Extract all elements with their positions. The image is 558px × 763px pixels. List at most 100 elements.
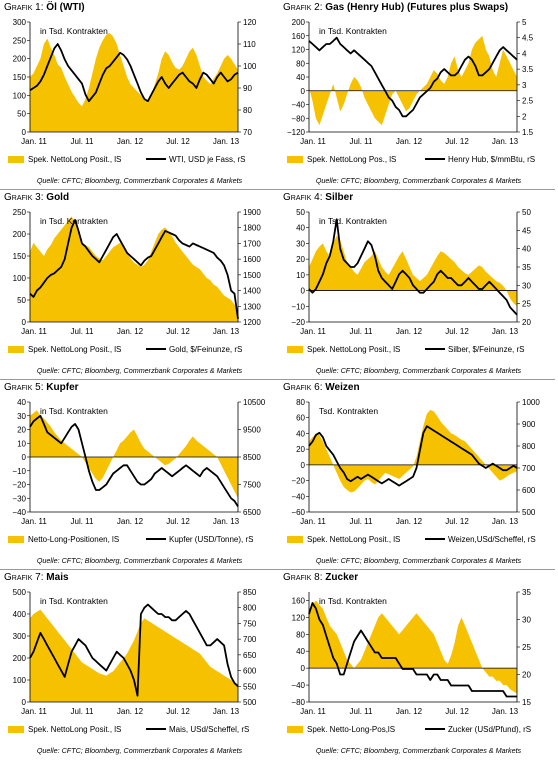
divider-3 bbox=[0, 569, 555, 570]
tick-label-x: Jan. 12 bbox=[396, 327, 423, 336]
series-line-price bbox=[308, 36, 518, 118]
tick-label-left: 40 bbox=[296, 224, 305, 233]
tick-label-left: 200 bbox=[13, 55, 27, 64]
legend-label-line: Henry Hub, $/mmBtu, rS bbox=[448, 155, 535, 164]
tick-label-right: 20 bbox=[522, 318, 531, 327]
series-line-price bbox=[308, 425, 518, 487]
legend-label-area: Spek. NettoLong Posit., lS bbox=[28, 345, 121, 354]
tick-label-left: 0 bbox=[22, 453, 27, 462]
tick-label-left: 160 bbox=[292, 32, 306, 41]
tick-label-right: 1900 bbox=[243, 208, 261, 217]
tick-label-right: 800 bbox=[522, 442, 536, 451]
panel-2: Grafik 2: Gas (Henry Hub) (Futures plus … bbox=[279, 0, 558, 190]
tick-label-x: Jul. 12 bbox=[166, 707, 190, 716]
legend-swatch-area bbox=[287, 536, 303, 543]
tick-label-x: Jan. 13 bbox=[213, 517, 240, 526]
tick-label-right: 600 bbox=[243, 667, 257, 676]
series-line-price bbox=[308, 218, 518, 316]
tick-label-left: 40 bbox=[296, 647, 305, 656]
tick-label-x: Jan. 12 bbox=[117, 327, 144, 336]
tick-label-x: Jul. 12 bbox=[166, 137, 190, 146]
series-line-price bbox=[29, 43, 239, 103]
tick-label-left: 150 bbox=[13, 73, 27, 82]
tick-label-left: 20 bbox=[296, 445, 305, 454]
chart-svg: in Tsd. Kontrakten −40 −30 −20 −10 0 10 20 30 40 6… bbox=[8, 398, 266, 544]
tick-label-x: Jan. 12 bbox=[117, 707, 144, 716]
tick-label-right: 100 bbox=[243, 62, 257, 71]
tick-label-left: 250 bbox=[13, 208, 27, 217]
tick-label-left: −10 bbox=[12, 467, 26, 476]
tick-label-left: −60 bbox=[291, 508, 305, 517]
legend-label-area: Spek. NettoLong Pos., lS bbox=[307, 155, 396, 164]
series-line-price bbox=[308, 602, 517, 698]
unit-label: in Tsd. Kontrakten bbox=[40, 216, 108, 226]
tick-label-right: 20 bbox=[522, 671, 531, 680]
tick-label-left: 200 bbox=[292, 18, 306, 27]
legend-label-line: Gold, $/Feinunze, rS bbox=[169, 345, 242, 354]
legend-label-area: Spek. NettoLong Posit., lS bbox=[307, 535, 400, 544]
source-note: Quelle: CFTC; Bloomberg, Commerzbank Cor… bbox=[36, 556, 243, 565]
tick-label-x: Jul. 12 bbox=[445, 517, 469, 526]
tick-label-x: Jan. 13 bbox=[213, 707, 240, 716]
tick-label-right: 800 bbox=[243, 604, 257, 613]
tick-label-left: 10 bbox=[17, 439, 26, 448]
chart-name: Öl (WTI) bbox=[46, 2, 85, 13]
tick-label-right: 850 bbox=[243, 588, 257, 597]
series-area-net-long bbox=[309, 235, 517, 307]
series-area-net-long bbox=[309, 600, 517, 694]
tick-label-left: 0 bbox=[301, 87, 306, 96]
legend-label-area: Spek. Netto-Long-Pos,lS bbox=[307, 725, 395, 734]
panel-1: Grafik 1: Öl (WTI) in Tsd. Kontrakten 0 50 1… bbox=[0, 0, 279, 190]
panel-8: Grafik 8: Zucker in Tsd. Kontrakten −80 −40… bbox=[279, 570, 558, 763]
series-area-net-long bbox=[309, 35, 517, 126]
tick-label-x: Jan. 11 bbox=[300, 137, 326, 146]
legend-label-line: WTI, USD je Fass, rS bbox=[169, 155, 245, 164]
tick-label-left: 0 bbox=[301, 664, 306, 673]
chart-name: Zucker bbox=[325, 572, 359, 583]
tick-label-x: Jan. 12 bbox=[117, 517, 144, 526]
tick-label-right: 1.5 bbox=[522, 128, 534, 137]
tick-label-right: 45 bbox=[522, 226, 531, 235]
tick-label-right: 35 bbox=[522, 588, 531, 597]
legend-label-area: Spek. NettoLong Posit., lS bbox=[28, 725, 121, 734]
tick-label-left: −120 bbox=[287, 128, 306, 137]
tick-label-x: Jan. 12 bbox=[396, 517, 423, 526]
tick-label-left: 120 bbox=[292, 46, 306, 55]
tick-label-right: 35 bbox=[522, 263, 531, 272]
tick-label-right: 7500 bbox=[243, 481, 261, 490]
tick-label-x: Jan. 12 bbox=[396, 707, 423, 716]
tick-label-left: 80 bbox=[296, 398, 305, 407]
tick-label-right: 25 bbox=[522, 300, 531, 309]
tick-label-right: 3.5 bbox=[522, 65, 534, 74]
tick-label-right: 15 bbox=[522, 698, 531, 707]
tick-label-left: 40 bbox=[296, 73, 305, 82]
source-note: Quelle: CFTC; Bloomberg, Commerzbank Cor… bbox=[315, 746, 522, 755]
chart-name: Weizen bbox=[325, 382, 360, 393]
tick-label-left: 400 bbox=[13, 610, 27, 619]
legend-swatch-area bbox=[287, 726, 303, 733]
legend-swatch-area bbox=[287, 346, 303, 353]
tick-label-left: −20 bbox=[291, 318, 305, 327]
tick-label-x: Jan. 11 bbox=[300, 517, 326, 526]
tick-label-right: 1500 bbox=[243, 271, 261, 280]
tick-label-left: −80 bbox=[291, 114, 305, 123]
tick-label-left: 80 bbox=[296, 59, 305, 68]
tick-label-right: 8500 bbox=[243, 453, 261, 462]
series-area-net-long bbox=[30, 609, 238, 702]
legend-label-line: Kupfer (USD/Tonne), rS bbox=[169, 535, 253, 544]
tick-label-x: Jan. 13 bbox=[492, 517, 519, 526]
tick-label-x: Jul. 11 bbox=[350, 137, 374, 146]
source-note: Quelle: CFTC; Bloomberg, Commerzbank Cor… bbox=[315, 176, 522, 185]
tick-label-left: 50 bbox=[17, 110, 26, 119]
chart-number: Grafik 4: bbox=[283, 192, 326, 203]
legend-label-line: Silber, $/Feinunze, rS bbox=[448, 345, 524, 354]
legend-swatch-area bbox=[8, 346, 24, 353]
legend-label-line: Mais, USd/Scheffel, rS bbox=[169, 725, 249, 734]
tick-label-left: 60 bbox=[296, 414, 305, 423]
tick-label-left: 200 bbox=[13, 654, 27, 663]
tick-label-left: −20 bbox=[291, 477, 305, 486]
tick-label-right: 50 bbox=[522, 208, 531, 217]
legend-label-area: Netto-Long-Positionen, lS bbox=[28, 535, 119, 544]
legend-label-area: Spek. NettoLong Posit., lS bbox=[307, 345, 400, 354]
tick-label-right: 1400 bbox=[243, 287, 261, 296]
